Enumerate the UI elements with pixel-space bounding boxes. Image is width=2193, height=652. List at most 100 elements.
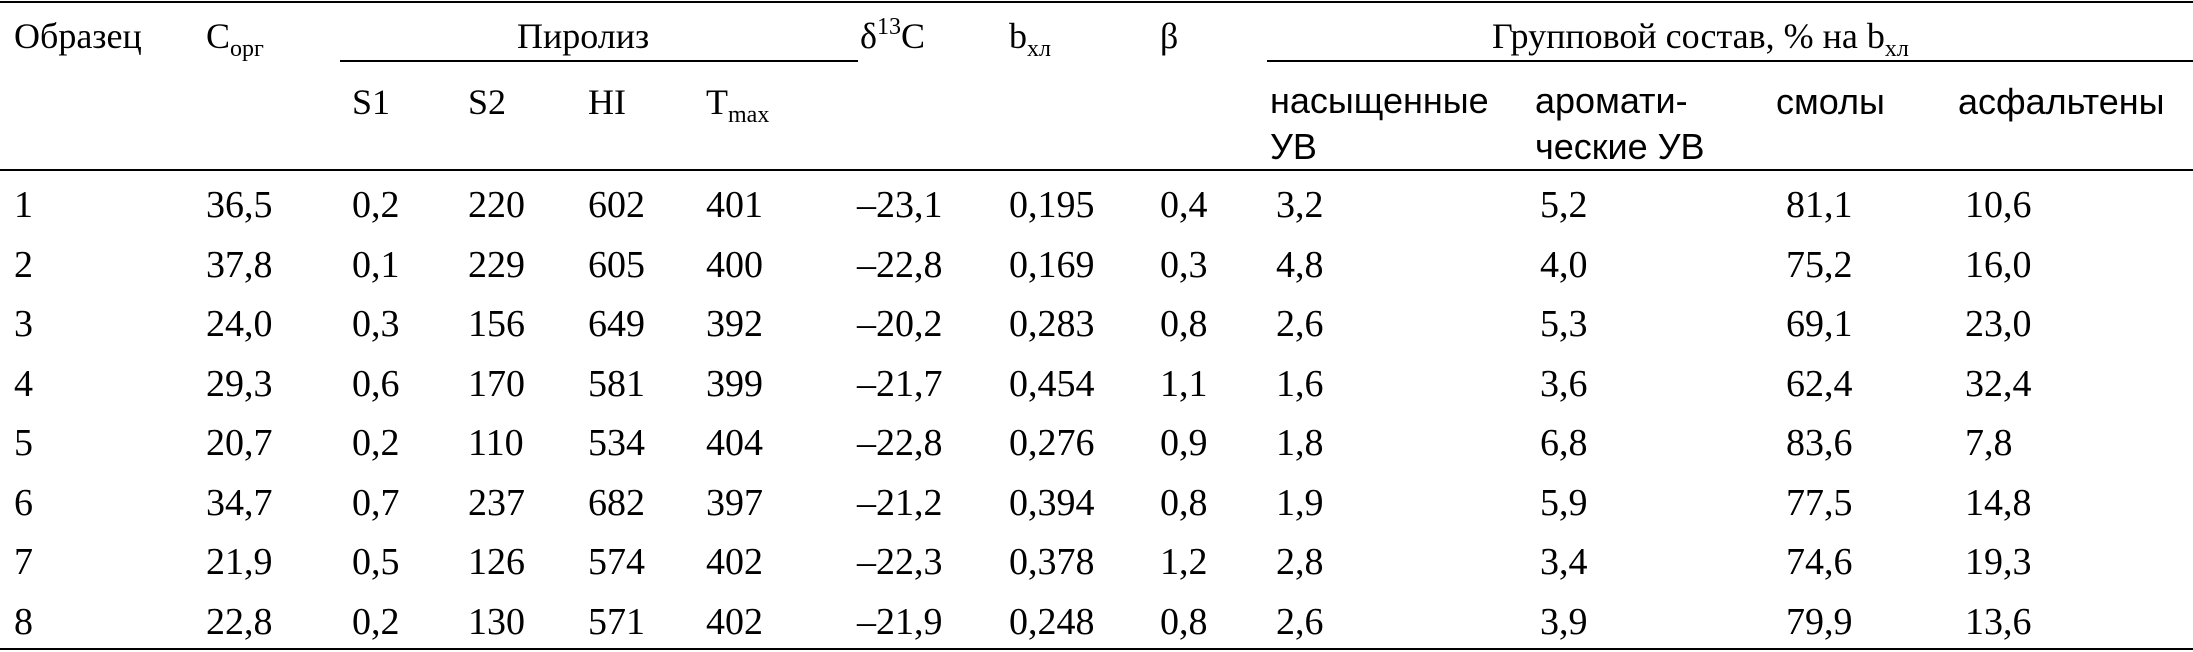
cell-bchl: 0,195 xyxy=(1009,184,1095,226)
cell-res: 75,2 xyxy=(1786,244,1853,286)
cell-aro: 6,8 xyxy=(1540,422,1588,464)
cell-sat: 2,8 xyxy=(1276,541,1324,583)
cell-bchl: 0,454 xyxy=(1009,363,1095,405)
cell-sat: 1,8 xyxy=(1276,422,1324,464)
cell-bchl: 0,283 xyxy=(1009,303,1095,345)
cell-beta: 0,9 xyxy=(1160,422,1208,464)
cell-sample: 6 xyxy=(14,482,33,524)
cell-sat: 1,6 xyxy=(1276,363,1324,405)
cell-beta: 1,2 xyxy=(1160,541,1208,583)
cell-sat: 2,6 xyxy=(1276,601,1324,643)
cell-d13c: –21,7 xyxy=(857,363,943,405)
header-group-composition: Групповой состав, % на bхл xyxy=(1492,18,1909,61)
cell-corg: 21,9 xyxy=(206,541,273,583)
cell-tmax: 402 xyxy=(706,541,763,583)
cell-tmax: 399 xyxy=(706,363,763,405)
header-beta: β xyxy=(1160,16,1179,56)
header-s2: S2 xyxy=(468,82,507,122)
cell-hi: 649 xyxy=(588,303,645,345)
cell-hi: 571 xyxy=(588,601,645,643)
cell-tmax: 397 xyxy=(706,482,763,524)
cell-s2: 170 xyxy=(468,363,525,405)
cell-bchl: 0,378 xyxy=(1009,541,1095,583)
header-resins: смолы xyxy=(1776,81,1885,122)
cell-corg: 36,5 xyxy=(206,184,273,226)
cell-beta: 0,8 xyxy=(1160,482,1208,524)
header-aromatic-hydrocarbons: арома­ти-ческие УВ xyxy=(1535,78,1705,170)
header-hi: HI xyxy=(588,82,626,122)
cell-hi: 581 xyxy=(588,363,645,405)
cell-s1: 0,2 xyxy=(352,601,400,643)
cell-res: 77,5 xyxy=(1786,482,1853,524)
cell-res: 74,6 xyxy=(1786,541,1853,583)
cell-res: 79,9 xyxy=(1786,601,1853,643)
cell-tmax: 404 xyxy=(706,422,763,464)
cell-aro: 3,9 xyxy=(1540,601,1588,643)
cell-bchl: 0,276 xyxy=(1009,422,1095,464)
cell-corg: 29,3 xyxy=(206,363,273,405)
cell-s2: 130 xyxy=(468,601,525,643)
cell-d13c: –20,2 xyxy=(857,303,943,345)
cell-sat: 4,8 xyxy=(1276,244,1324,286)
cell-corg: 24,0 xyxy=(206,303,273,345)
cell-hi: 534 xyxy=(588,422,645,464)
cell-s1: 0,2 xyxy=(352,422,400,464)
cell-s1: 0,5 xyxy=(352,541,400,583)
cell-sample: 7 xyxy=(14,541,33,583)
header-delta13c: δ13C xyxy=(860,15,925,56)
delta-superscript: 13 xyxy=(876,14,901,40)
bchl-symbol: b xyxy=(1009,16,1027,56)
table-bottom-rule xyxy=(0,648,2193,650)
saturated-line1: насыщенные xyxy=(1270,80,1489,121)
cell-corg: 20,7 xyxy=(206,422,273,464)
cell-d13c: –22,8 xyxy=(857,422,943,464)
delta-symbol: δ xyxy=(860,16,877,56)
cell-corg: 34,7 xyxy=(206,482,273,524)
cell-aro: 5,2 xyxy=(1540,184,1588,226)
header-corg: Cорг xyxy=(206,16,264,61)
cell-sample: 5 xyxy=(14,422,33,464)
cell-corg: 22,8 xyxy=(206,601,273,643)
cell-hi: 605 xyxy=(588,244,645,286)
cell-d13c: –22,3 xyxy=(857,541,943,583)
tmax-subscript: max xyxy=(728,102,770,128)
header-bchl: bхл xyxy=(1009,16,1051,61)
cell-s2: 229 xyxy=(468,244,525,286)
cell-sample: 8 xyxy=(14,601,33,643)
cell-res: 81,1 xyxy=(1786,184,1853,226)
cell-d13c: –21,9 xyxy=(857,601,943,643)
cell-asph: 19,3 xyxy=(1965,541,2032,583)
cell-res: 83,6 xyxy=(1786,422,1853,464)
cell-asph: 7,8 xyxy=(1965,422,2013,464)
cell-res: 62,4 xyxy=(1786,363,1853,405)
cell-asph: 16,0 xyxy=(1965,244,2032,286)
cell-hi: 602 xyxy=(588,184,645,226)
header-pyrolysis: Пиролиз xyxy=(517,16,650,56)
header-s1: S1 xyxy=(352,82,391,122)
cell-sample: 4 xyxy=(14,363,33,405)
cell-s2: 126 xyxy=(468,541,525,583)
table-top-rule xyxy=(0,1,2193,3)
cell-s1: 0,2 xyxy=(352,184,400,226)
header-bottom-rule xyxy=(0,169,2193,171)
aromatic-line2: ческие УВ xyxy=(1535,126,1705,167)
cell-hi: 574 xyxy=(588,541,645,583)
tmax-symbol: T xyxy=(706,82,728,122)
cell-asph: 32,4 xyxy=(1965,363,2032,405)
group-composition-subscript: хл xyxy=(1884,36,1909,62)
corg-subscript: орг xyxy=(230,36,264,62)
saturated-line2: УВ xyxy=(1270,126,1317,167)
cell-s2: 110 xyxy=(468,422,524,464)
corg-symbol: C xyxy=(206,16,231,56)
cell-aro: 5,9 xyxy=(1540,482,1588,524)
cell-s1: 0,1 xyxy=(352,244,400,286)
cell-s1: 0,7 xyxy=(352,482,400,524)
cell-s2: 220 xyxy=(468,184,525,226)
pyrolysis-underline xyxy=(340,60,858,62)
group-composition-underline xyxy=(1267,60,2193,62)
cell-s2: 156 xyxy=(468,303,525,345)
cell-asph: 14,8 xyxy=(1965,482,2032,524)
cell-s2: 237 xyxy=(468,482,525,524)
cell-sat: 1,9 xyxy=(1276,482,1324,524)
